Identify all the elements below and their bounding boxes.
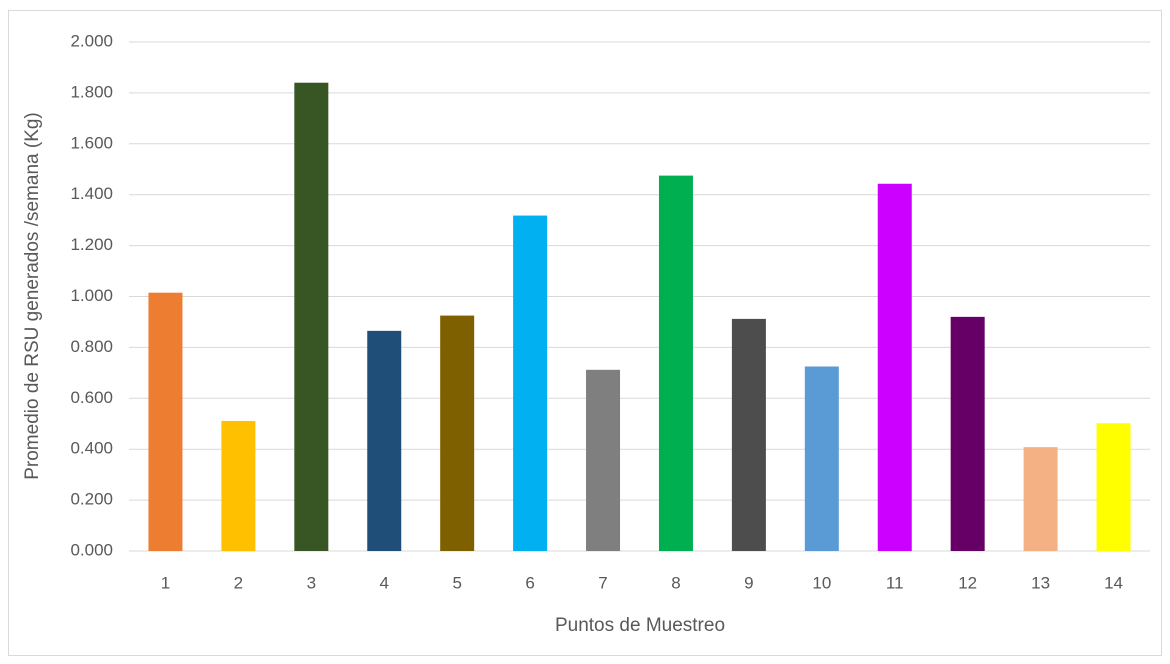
bar xyxy=(221,420,256,551)
bar xyxy=(731,318,766,551)
bar xyxy=(294,82,329,551)
x-tick-label: 8 xyxy=(671,573,680,592)
y-tick-label: 1.400 xyxy=(70,184,113,203)
x-tick-label: 13 xyxy=(1031,573,1050,592)
y-tick-label: 0.600 xyxy=(70,388,113,407)
x-tick-label: 1 xyxy=(161,573,170,592)
x-tick-label: 2 xyxy=(234,573,243,592)
y-tick-label: 1.600 xyxy=(70,133,113,152)
bar xyxy=(513,215,548,551)
bar xyxy=(804,366,839,551)
bar xyxy=(367,330,402,551)
x-tick-label: 9 xyxy=(744,573,753,592)
y-tick-label: 1.800 xyxy=(70,82,113,101)
x-axis-title: Puntos de Muestreo xyxy=(555,615,725,636)
x-tick-label: 5 xyxy=(452,573,461,592)
x-tick-label: 3 xyxy=(307,573,316,592)
y-tick-label: 2.000 xyxy=(70,31,113,50)
y-tick-label: 0.200 xyxy=(70,490,113,509)
y-tick-label: 0.000 xyxy=(70,540,113,559)
bar xyxy=(1096,423,1131,551)
bar xyxy=(877,183,912,551)
x-tick-label: 14 xyxy=(1104,573,1123,592)
x-tick-label: 7 xyxy=(598,573,607,592)
bar xyxy=(148,292,183,551)
bar xyxy=(586,369,621,551)
bar xyxy=(440,315,475,551)
y-tick-label: 0.800 xyxy=(70,337,113,356)
x-tick-label: 10 xyxy=(812,573,831,592)
y-axis-title: Promedio de RSU generados /semana (Kg) xyxy=(22,112,43,480)
bar xyxy=(1023,447,1058,551)
y-tick-label: 1.000 xyxy=(70,286,113,305)
y-tick-label: 1.200 xyxy=(70,235,113,254)
x-tick-label: 12 xyxy=(958,573,977,592)
bar xyxy=(658,175,693,552)
x-tick-label: 4 xyxy=(380,573,389,592)
bar xyxy=(950,316,985,551)
x-tick-label: 11 xyxy=(886,573,904,592)
x-tick-label: 6 xyxy=(525,573,534,592)
y-tick-label: 0.400 xyxy=(70,439,113,458)
